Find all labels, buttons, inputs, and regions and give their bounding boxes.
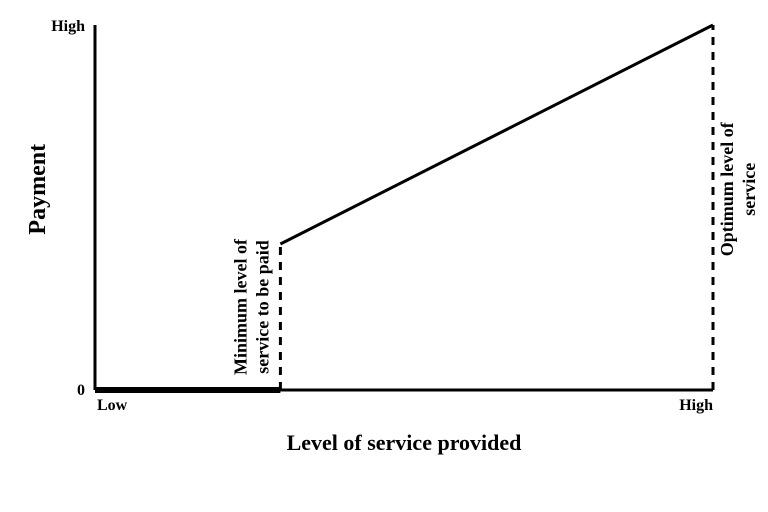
min-level-label-line1: Minimum level of xyxy=(230,238,250,375)
x-tick-low: Low xyxy=(97,397,128,414)
rise-segment xyxy=(280,25,713,244)
y-tick-high: High xyxy=(51,18,85,35)
opt-level-label-line2: service xyxy=(739,163,759,216)
y-tick-low: 0 xyxy=(77,382,85,399)
x-axis-title: Level of service provided xyxy=(287,430,522,455)
min-level-label-line2: service to be paid xyxy=(252,240,272,373)
x-tick-high: High xyxy=(679,397,713,414)
y-axis-title: Payment xyxy=(25,144,51,235)
opt-level-label-line1: Optimum level of xyxy=(717,121,737,256)
